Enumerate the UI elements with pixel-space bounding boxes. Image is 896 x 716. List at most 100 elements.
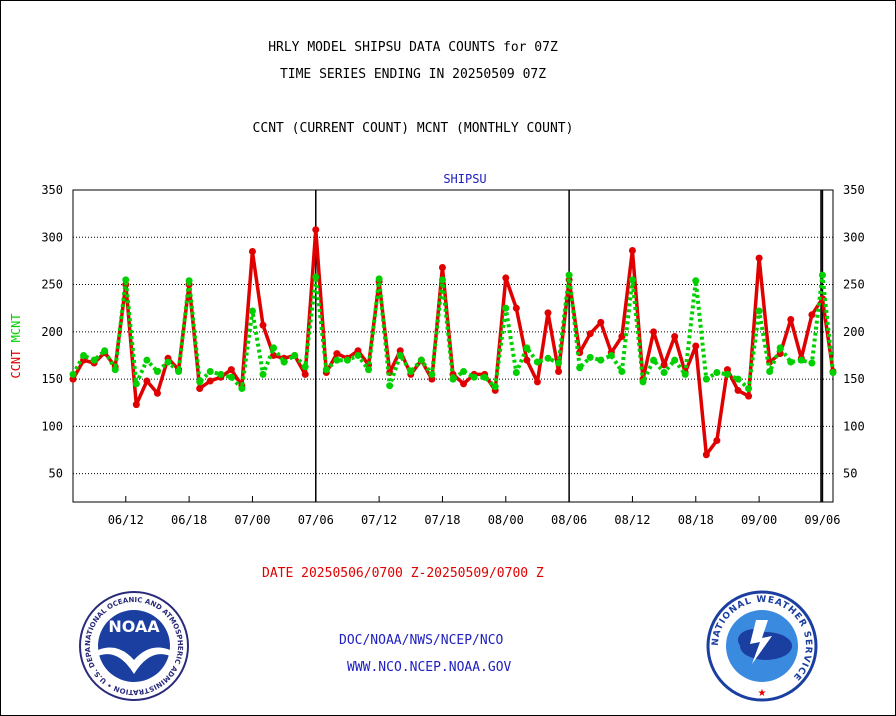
data-point-mcnt — [607, 351, 615, 359]
data-point-ccnt — [597, 318, 605, 326]
data-point-mcnt — [502, 304, 510, 312]
data-point-mcnt — [164, 358, 172, 366]
data-point-mcnt — [417, 356, 425, 364]
data-point-mcnt — [375, 275, 383, 283]
data-point-mcnt — [745, 385, 753, 393]
data-point-ccnt — [618, 333, 626, 341]
data-point-mcnt — [787, 358, 795, 366]
data-point-mcnt — [481, 373, 489, 381]
data-point-ccnt — [533, 378, 541, 386]
data-point-mcnt — [713, 368, 721, 376]
data-point-mcnt — [808, 359, 816, 367]
data-point-mcnt — [101, 347, 109, 355]
data-point-ccnt — [702, 451, 710, 459]
data-point-ccnt — [544, 309, 552, 317]
data-point-mcnt — [428, 370, 436, 378]
data-point-mcnt — [829, 368, 837, 376]
y-tick-label-left: 150 — [41, 372, 63, 386]
data-point-ccnt — [586, 330, 594, 338]
data-point-ccnt — [196, 385, 204, 393]
data-point-mcnt — [597, 356, 605, 364]
y-tick-label-right: 50 — [843, 467, 857, 481]
subplot-title: SHIPSU — [443, 172, 486, 186]
data-point-ccnt — [312, 226, 320, 234]
data-point-mcnt — [343, 356, 351, 364]
plot-area — [72, 189, 834, 503]
x-tick-label: 07/12 — [361, 513, 397, 527]
data-point-ccnt — [301, 370, 309, 378]
data-point-ccnt — [734, 386, 742, 394]
data-point-ccnt — [206, 377, 214, 385]
data-point-mcnt — [723, 370, 731, 378]
data-point-mcnt — [692, 277, 700, 285]
y-tick-label-left: 350 — [41, 183, 63, 197]
y-axis-label-part: CCNT — [9, 350, 23, 379]
x-tick-label: 08/18 — [678, 513, 714, 527]
data-point-ccnt — [523, 356, 531, 364]
data-point-mcnt — [248, 307, 256, 315]
x-tick-label: 06/18 — [171, 513, 207, 527]
data-point-mcnt — [301, 363, 309, 371]
data-point-mcnt — [523, 344, 531, 352]
data-point-mcnt — [407, 368, 415, 376]
data-point-mcnt — [333, 356, 341, 364]
data-point-ccnt — [153, 389, 161, 397]
data-point-mcnt — [175, 368, 183, 376]
data-point-mcnt — [565, 271, 573, 279]
data-point-mcnt — [628, 276, 636, 284]
data-point-mcnt — [111, 366, 119, 374]
x-tick-label: 07/06 — [298, 513, 334, 527]
data-point-mcnt — [766, 368, 774, 376]
data-point-ccnt — [438, 264, 446, 272]
credit-org: DOC/NOAA/NWS/NCEP/NCO — [339, 633, 504, 648]
data-point-mcnt — [80, 351, 88, 359]
data-point-mcnt — [206, 368, 214, 376]
svg-text:★: ★ — [758, 688, 767, 699]
data-point-mcnt — [818, 271, 826, 279]
chart-title-line3: CCNT (CURRENT COUNT) MCNT (MONTHLY COUNT… — [252, 121, 574, 136]
data-point-mcnt — [544, 354, 552, 362]
data-point-mcnt — [322, 366, 330, 374]
chart-title-line1: HRLY MODEL SHIPSU DATA COUNTS for 07Z — [268, 40, 558, 55]
data-point-mcnt — [386, 382, 394, 390]
x-tick-label: 07/00 — [234, 513, 270, 527]
data-point-ccnt — [259, 321, 267, 329]
y-tick-label-left: 300 — [41, 230, 63, 244]
data-point-mcnt — [143, 356, 151, 364]
y-tick-label-left: 250 — [41, 278, 63, 292]
noaa-logo: NATIONAL OCEANIC AND ATMOSPHERIC ADMINIS… — [78, 590, 189, 701]
data-point-mcnt — [354, 351, 362, 359]
data-point-mcnt — [227, 373, 235, 381]
data-point-ccnt — [555, 368, 563, 376]
data-point-ccnt — [512, 304, 520, 312]
y-tick-label-right: 250 — [843, 278, 865, 292]
data-point-mcnt — [586, 353, 594, 361]
y-tick-label-left: 100 — [41, 419, 63, 433]
data-point-mcnt — [449, 375, 457, 383]
data-point-mcnt — [238, 385, 246, 393]
data-point-mcnt — [491, 383, 499, 391]
data-point-ccnt — [713, 437, 721, 445]
data-point-mcnt — [681, 370, 689, 378]
data-point-mcnt — [555, 359, 563, 367]
data-point-mcnt — [185, 277, 193, 285]
data-point-mcnt — [217, 370, 225, 378]
x-tick-label: 07/18 — [424, 513, 460, 527]
x-tick-label: 06/12 — [108, 513, 144, 527]
data-point-mcnt — [533, 358, 541, 366]
data-point-ccnt — [745, 392, 753, 400]
data-point-mcnt — [365, 366, 373, 374]
data-point-ccnt — [460, 380, 468, 388]
data-point-mcnt — [291, 351, 299, 359]
data-point-mcnt — [576, 364, 584, 372]
x-tick-label: 09/00 — [741, 513, 777, 527]
data-point-ccnt — [692, 342, 700, 350]
x-tick-label: 08/12 — [614, 513, 650, 527]
data-point-mcnt — [280, 358, 288, 366]
data-point-ccnt — [333, 350, 341, 358]
data-point-mcnt — [396, 351, 404, 359]
nws-logo: NATIONAL WEATHER SERVICE ★ — [706, 590, 818, 702]
data-point-ccnt — [248, 247, 256, 255]
y-tick-label-left: 50 — [49, 467, 63, 481]
